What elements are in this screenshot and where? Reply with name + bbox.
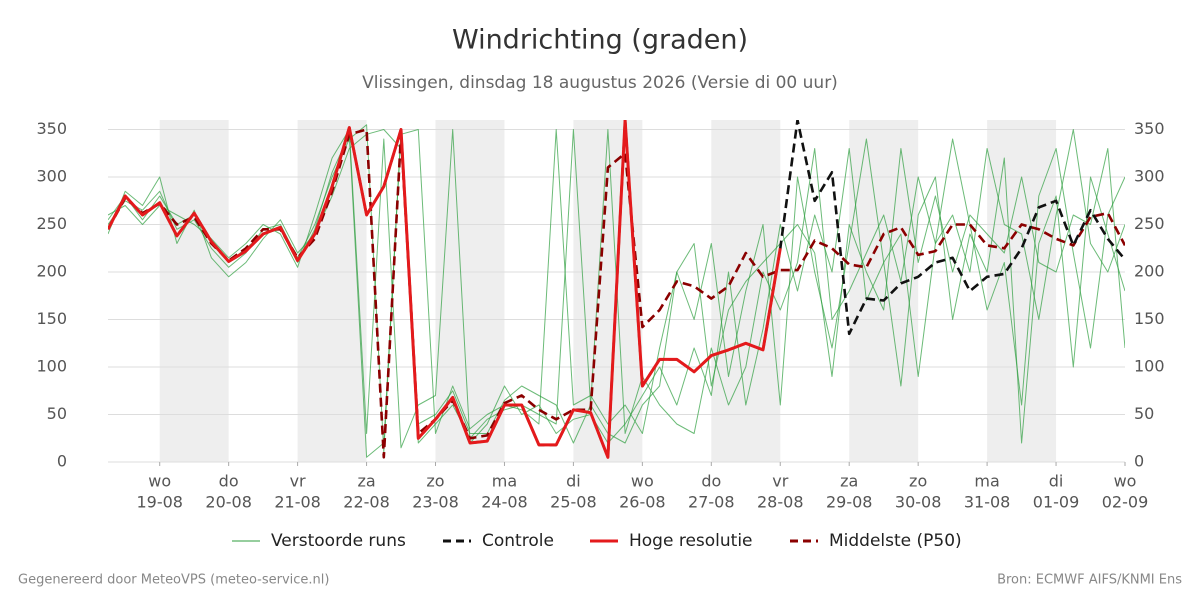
x-tick-date: 28-08 <box>757 493 804 512</box>
y-tick-label: 250 <box>36 214 67 233</box>
x-tick-day: wo <box>1114 472 1137 491</box>
footer-right: Bron: ECMWF AIFS/KNMI Ens <box>997 573 1182 588</box>
x-tick-day: wo <box>631 472 654 491</box>
x-tick-date: 21-08 <box>274 493 321 512</box>
x-tick-day: do <box>701 472 721 491</box>
day-shade <box>987 120 1057 462</box>
legend-label: Hoge resolutie <box>629 531 753 551</box>
x-tick-day: di <box>566 472 581 491</box>
y-tick-label: 100 <box>36 357 67 376</box>
lines-layer <box>108 120 1125 459</box>
x-tick-day: do <box>219 472 239 491</box>
x-tick-date: 26-08 <box>619 493 666 512</box>
x-tick-date: 20-08 <box>205 493 252 512</box>
ensemble-line <box>108 129 1125 449</box>
day-shade <box>159 120 229 462</box>
x-tick-day: vr <box>772 472 788 491</box>
x-tick-date: 31-08 <box>964 493 1011 512</box>
chart-title: Windrichting (graden) <box>452 25 748 56</box>
x-tick-day: wo <box>148 472 171 491</box>
legend-label: Verstoorde runs <box>271 531 406 551</box>
y-tick-label-right: 200 <box>1134 262 1165 281</box>
chart-subtitle: Vlissingen, dinsdag 18 augustus 2026 (Ve… <box>362 73 838 93</box>
x-tick-day: di <box>1049 472 1064 491</box>
legend-label: Controle <box>482 531 554 551</box>
y-tick-label-right: 250 <box>1134 214 1165 233</box>
y-tick-label: 50 <box>47 404 67 423</box>
y-tick-label-right: 100 <box>1134 357 1165 376</box>
ensemble-line <box>108 124 1125 453</box>
x-tick-date: 30-08 <box>895 493 942 512</box>
x-tick-date: 24-08 <box>481 493 528 512</box>
x-tick-day: za <box>357 472 375 491</box>
y-tick-label-right: 150 <box>1134 309 1165 328</box>
x-tick-day: vr <box>290 472 306 491</box>
y-tick-label: 300 <box>36 167 67 186</box>
y-tick-label-right: 0 <box>1134 452 1144 471</box>
x-tick-day: za <box>840 472 858 491</box>
x-tick-date: 02-09 <box>1102 493 1149 512</box>
y-tick-label-right: 50 <box>1134 404 1154 423</box>
series-line <box>108 120 782 459</box>
x-tick-day: ma <box>492 472 517 491</box>
legend-label: Middelste (P50) <box>829 531 962 551</box>
x-tick-day: ma <box>974 472 999 491</box>
x-tick-date: 27-08 <box>688 493 735 512</box>
y-tick-label: 0 <box>57 452 67 471</box>
y-tick-label: 200 <box>36 262 67 281</box>
x-tick-date: 01-09 <box>1033 493 1080 512</box>
y-tick-label: 350 <box>36 119 67 138</box>
y-tick-label: 150 <box>36 309 67 328</box>
y-tick-label-right: 350 <box>1134 119 1165 138</box>
x-tick-date: 23-08 <box>412 493 459 512</box>
y-tick-label-right: 300 <box>1134 167 1165 186</box>
x-tick-day: zo <box>909 472 927 491</box>
x-tick-day: zo <box>426 472 444 491</box>
x-tick-date: 25-08 <box>550 493 597 512</box>
x-tick-date: 19-08 <box>136 493 183 512</box>
x-tick-date: 22-08 <box>343 493 390 512</box>
x-tick-date: 29-08 <box>826 493 873 512</box>
footer-left: Gegenereerd door MeteoVPS (meteo-service… <box>18 573 329 588</box>
